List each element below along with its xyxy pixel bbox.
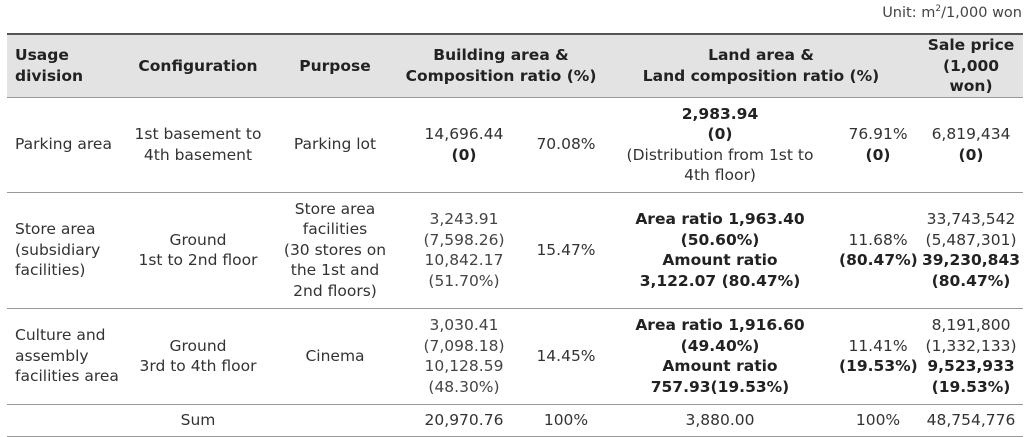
cell-land-area: Area ratio 1,963.40 (50.60%) Amount ratio 3…	[635, 210, 805, 290]
cell-configuration: Ground 3rd to 4th floor	[139, 336, 257, 376]
cell-sale-price: 33,743,542 (5,487,301) 39,230,843 (80.47%)	[921, 210, 1021, 290]
header-purpose: Purpose	[271, 33, 399, 97]
cell-building-ratio: 100%	[543, 410, 589, 429]
cell-purpose: Parking lot	[293, 135, 377, 154]
header-configuration: Configuration	[125, 33, 271, 97]
cell-building-ratio: 70.08%	[536, 135, 596, 154]
unit-label: Unit: m2/1,000 won	[882, 4, 1022, 21]
header-building-area: Building area & Composition ratio (%)	[399, 33, 603, 97]
cell-building-ratio: 15.47%	[536, 240, 596, 259]
cell-sum-label: Sum	[180, 410, 216, 429]
cell-usage: Parking area	[15, 135, 112, 154]
cell-land-area: Area ratio 1,916.60 (49.40%) Amount ratio 7…	[635, 316, 805, 396]
cell-land-area: 3,880.00	[685, 410, 755, 429]
table-row-culture: Culture and assembly facilities area Groun…	[7, 308, 1024, 404]
table-row-sum: Sum 20,970.76 100% 3,880.00 100% 48,754,…	[7, 404, 1024, 436]
cell-land-ratio: 76.91% (0)	[848, 125, 908, 164]
cell-sale-price: 8,191,800 (1,332,133) 9,523,933 (19.53%)	[925, 316, 1017, 396]
cell-building-ratio: 14.45%	[536, 346, 596, 365]
cell-building-area: 20,970.76	[424, 410, 504, 429]
header-land-area: Land area & Land composition ratio (%)	[603, 33, 920, 97]
cell-purpose	[271, 404, 399, 436]
cell-sale-price: 48,754,776	[926, 410, 1016, 429]
cell-land-ratio: 100%	[855, 410, 901, 429]
cell-usage	[7, 404, 125, 436]
cell-configuration: Ground 1st to 2nd floor	[138, 230, 258, 270]
cell-land-ratio: 11.41% (19.53%)	[839, 336, 918, 376]
cell-configuration: 1st basement to 4th basement	[134, 125, 262, 164]
header-usage-division: Usage division	[7, 33, 125, 97]
header-sale-price: Sale price (1,000 won)	[919, 33, 1024, 97]
cell-building-area: 3,030.41 (7,098.18) 10,128.59 (48.30%)	[423, 316, 505, 396]
cell-land-ratio: 11.68% (80.47%)	[839, 230, 918, 270]
cell-usage: Culture and assembly facilities area	[15, 326, 119, 386]
cell-purpose: Store area facilities (30 stores on the 1st…	[283, 199, 387, 300]
cell-land-area: 2,983.94 (0) (Distribution from 1st to 4th …	[626, 104, 814, 185]
price-table: Usage division Configuration Purpose Buil…	[7, 33, 1024, 437]
header-row: Usage division Configuration Purpose Buil…	[7, 33, 1024, 97]
cell-building-area: 3,243.91 (7,598.26) 10,842.17 (51.70%)	[423, 210, 505, 290]
cell-building-area: 14,696.44 (0)	[424, 125, 504, 164]
table-row-parking: Parking area 1st basement to 4th basement…	[7, 97, 1024, 192]
table-row-store: Store area (subsidiary facilities) Ground 1…	[7, 192, 1024, 308]
cell-usage: Store area (subsidiary facilities)	[15, 220, 101, 280]
cell-sale-price: 6,819,434 (0)	[931, 125, 1011, 164]
cell-purpose: Cinema	[305, 346, 365, 365]
